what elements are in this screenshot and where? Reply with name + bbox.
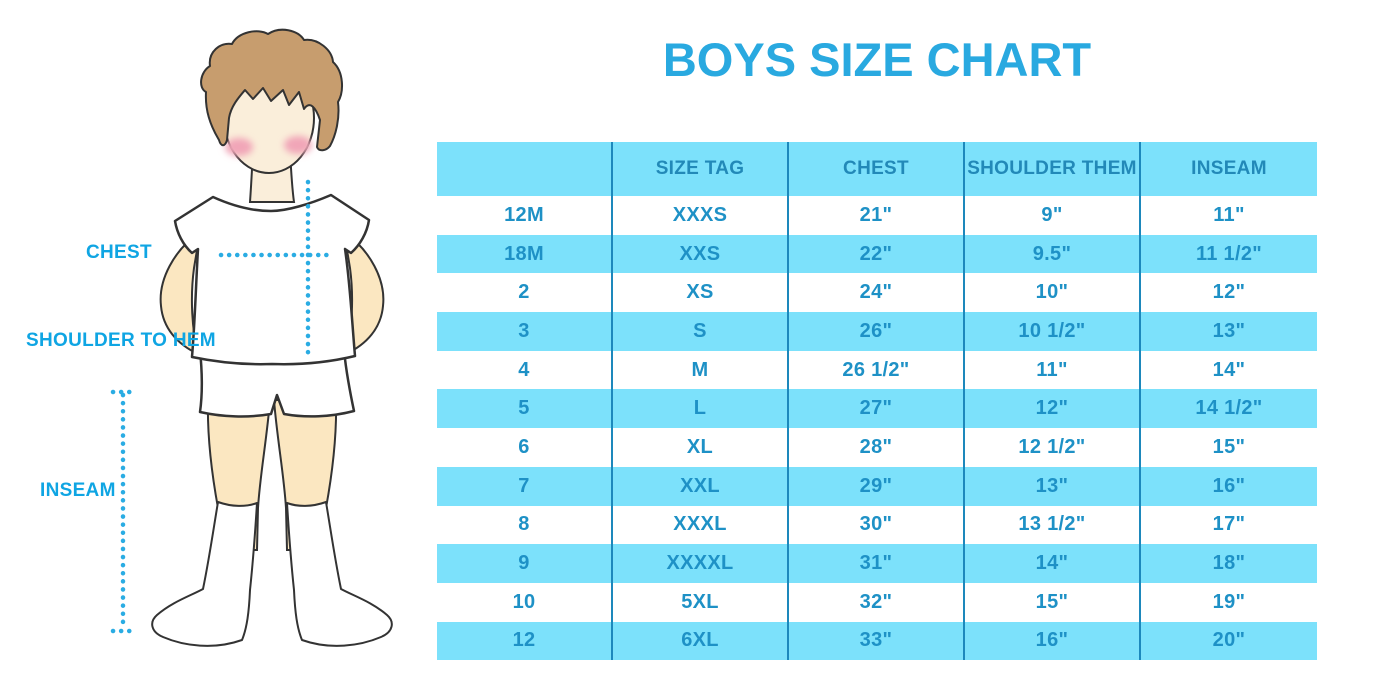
table-cell: 3 <box>437 312 613 351</box>
table-header-cell <box>437 142 613 196</box>
table-cell: 18M <box>437 234 613 274</box>
table-body: 12M XXXS 21" 9" 11" 18M XXS 22" 9.5" 11 … <box>437 196 1317 661</box>
boy-shorts <box>198 348 356 418</box>
table-cell: 26" <box>789 312 965 351</box>
table-cell: 14" <box>965 544 1141 583</box>
table-cell: 21" <box>789 196 965 235</box>
inseam-label: INSEAM <box>40 480 116 501</box>
table-cell: 5XL <box>613 582 789 622</box>
table-cell: 10 <box>437 582 613 622</box>
table-row: 6 XL 28" 12 1/2" 15" <box>437 428 1317 467</box>
table-cell: 13" <box>1212 319 1246 342</box>
table-cell: 12" <box>965 389 1141 429</box>
table-row: 4 M 26 1/2" 11" 14" <box>437 350 1317 390</box>
table-cell: 17" <box>1212 513 1246 536</box>
table-cell: S <box>613 312 789 351</box>
table-row: 5 L 27" 12" 14 1/2" <box>437 389 1317 429</box>
boy-left-blush <box>225 138 253 156</box>
table-cell: XXXXL <box>613 544 789 583</box>
table-cell: 7 <box>437 466 613 506</box>
table-cell: 12" <box>1212 281 1246 304</box>
table-cell: 10 1/2" <box>965 312 1141 351</box>
table-row: 18M XXS 22" 9.5" 11 1/2" <box>437 234 1317 274</box>
table-cell: 22" <box>789 234 965 274</box>
boy-left-arm <box>159 231 201 355</box>
table-cell: 29" <box>789 466 965 506</box>
table-cell: 16" <box>1212 474 1246 497</box>
table-cell: 31" <box>789 544 965 583</box>
chest-label: CHEST <box>86 242 152 263</box>
table-row: 9 XXXXL 31" 14" 18" <box>437 544 1317 583</box>
table-cell: 12M <box>437 196 613 235</box>
table-cell: 14 1/2" <box>1195 397 1263 420</box>
table-cell: 6XL <box>613 621 789 661</box>
boy-left-sock <box>151 501 258 647</box>
table-cell: 11" <box>1213 203 1245 226</box>
table-row: 10 5XL 32" 15" 19" <box>437 582 1317 622</box>
table-cell: L <box>613 389 789 429</box>
boy-right-blush <box>284 136 312 154</box>
table-cell: 14" <box>1212 358 1246 381</box>
boy-hair <box>200 28 343 152</box>
table-header-cell: SIZE TAG <box>613 142 789 196</box>
table-header-cell: SHOULDER THEM <box>965 142 1141 196</box>
table-cell: XXL <box>613 466 789 506</box>
shoulder-to-hem-label: SHOULDER TO HEM <box>26 330 216 351</box>
table-cell: 12 1/2" <box>965 428 1141 467</box>
table-cell: 2 <box>437 273 613 313</box>
table-cell: 5 <box>437 389 613 429</box>
table-cell: M <box>613 350 789 390</box>
table-row: 12M XXXS 21" 9" 11" <box>437 196 1317 235</box>
table-cell: 13 1/2" <box>965 505 1141 545</box>
table-cell: 16" <box>965 621 1141 661</box>
table-cell: 8 <box>437 505 613 545</box>
table-cell: 11" <box>965 350 1141 390</box>
table-header-cell: CHEST <box>789 142 965 196</box>
size-table: SIZE TAG CHEST SHOULDER THEM INSEAM 12M … <box>437 142 1317 661</box>
table-cell: 9 <box>437 544 613 583</box>
table-cell: 15" <box>1212 435 1246 458</box>
table-cell: XS <box>613 273 789 313</box>
table-cell: 28" <box>789 428 965 467</box>
table-cell: 32" <box>789 582 965 622</box>
table-row: 8 XXXL 30" 13 1/2" 17" <box>437 505 1317 545</box>
table-cell: XXS <box>613 234 789 274</box>
table-cell: 9" <box>965 196 1141 235</box>
table-row: 7 XXL 29" 13" 16" <box>437 466 1317 506</box>
table-cell: 12 <box>437 621 613 661</box>
page-title: BOYS SIZE CHART <box>662 33 1092 86</box>
table-cell: 10" <box>965 273 1141 313</box>
table-cell: 30" <box>789 505 965 545</box>
table-cell: 20" <box>1212 629 1246 652</box>
table-cell: XXXL <box>613 505 789 545</box>
table-header-cell: INSEAM <box>1191 158 1267 179</box>
table-cell: 26 1/2" <box>789 350 965 390</box>
table-cell: 6 <box>437 428 613 467</box>
table-cell: XXXS <box>613 196 789 235</box>
table-cell: 33" <box>789 621 965 661</box>
table-cell: 9.5" <box>965 234 1141 274</box>
boy-measurement-figure <box>110 28 393 647</box>
table-cell: 15" <box>965 582 1141 622</box>
table-row: 12 6XL 33" 16" 20" <box>437 621 1317 661</box>
table-cell: 13" <box>965 466 1141 506</box>
table-row: 3 S 26" 10 1/2" 13" <box>437 312 1317 351</box>
table-cell: 4 <box>437 350 613 390</box>
table-header-row: SIZE TAG CHEST SHOULDER THEM INSEAM <box>437 142 1317 196</box>
table-cell: XL <box>613 428 789 467</box>
table-cell: 19" <box>1212 590 1246 613</box>
boy-shirt <box>173 193 371 366</box>
table-cell: 24" <box>789 273 965 313</box>
table-cell: 27" <box>789 389 965 429</box>
table-cell: 18" <box>1212 552 1246 575</box>
boy-right-sock <box>286 501 393 647</box>
table-row: 2 XS 24" 10" 12" <box>437 273 1317 313</box>
table-cell: 11 1/2" <box>1195 242 1263 265</box>
